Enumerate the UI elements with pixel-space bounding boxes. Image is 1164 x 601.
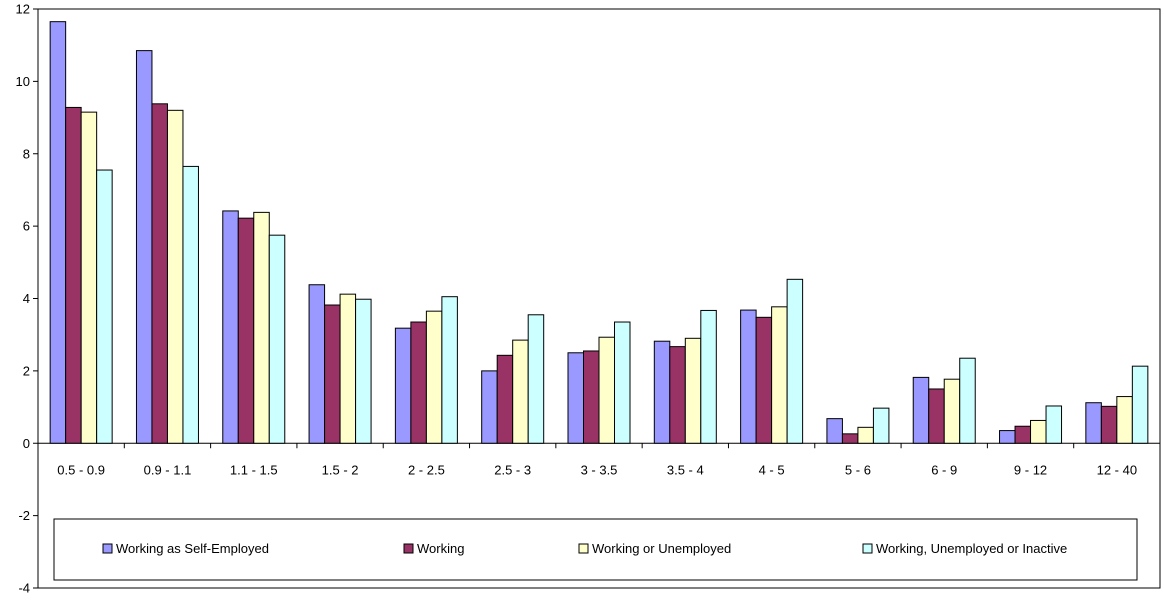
bar-series-1 [308,284,326,444]
bar-series-3 [512,339,529,444]
y-tick-label: 12 [16,2,30,17]
bar-series-4 [614,321,631,444]
y-tick-label: 10 [16,74,30,89]
y-tick-label: 4 [23,291,30,306]
bar-series-4 [527,314,545,444]
x-tick-label: 3 - 3.5 [581,462,618,477]
legend-label-4: Working, Unemployed or Inactive [876,541,1067,556]
bar-series-2 [65,106,82,444]
legend-swatch-2 [403,543,414,554]
bars-group [49,21,1149,444]
bar-series-4 [1045,405,1063,444]
legend-swatch-4 [862,543,873,554]
x-tick-label: 4 - 5 [759,462,785,477]
x-tick-label: 2 - 2.5 [408,462,445,477]
legend-label-2: Working [417,541,464,556]
bar-series-2 [410,321,427,444]
legend-swatch-1 [102,543,113,554]
x-tick-label: 0.9 - 1.1 [144,462,192,477]
bar-series-4 [355,298,372,444]
bar-series-4 [441,296,458,444]
x-tick-label: 5 - 6 [845,462,871,477]
plot-area [37,8,1161,589]
bar-series-4 [700,309,717,444]
bar-series-2 [496,354,514,444]
bar-series-3 [425,310,443,444]
bar-series-1 [49,21,67,444]
legend-swatch-3 [578,543,589,554]
y-tick-label: 0 [23,436,30,451]
bar-series-1 [653,340,671,444]
x-tick-label: 9 - 12 [1014,462,1047,477]
bar-series-4 [872,407,890,444]
bar-series-2 [1014,425,1032,444]
bar-series-3 [253,211,270,444]
legend: Working as Self-Employed Working Working o… [53,518,1138,581]
legend-box [53,518,1138,581]
y-tick-label: 6 [23,219,30,234]
bar-series-4 [786,278,804,444]
bar-series-3 [598,336,615,444]
bar-series-2 [324,304,341,444]
bar-series-3 [1116,396,1133,444]
bar-series-2 [237,217,255,444]
x-tick-label: 1.1 - 1.5 [230,462,278,477]
bar-series-3 [943,378,961,444]
y-tick-label: 2 [23,363,30,378]
bar-series-2 [841,433,859,444]
bar-series-2 [669,346,686,444]
bar-series-3 [771,306,788,444]
bar-series-2 [1100,405,1118,444]
bar-series-1 [999,430,1016,444]
legend-label-3: Working or Unemployed [592,541,731,556]
y-tick-label: -4 [18,581,30,596]
bar-series-1 [826,418,843,444]
bar-series-1 [567,352,584,444]
bar-series-3 [1030,419,1047,444]
bar-series-1 [481,370,498,444]
bar-series-4 [959,357,976,444]
bar-series-1 [394,327,412,444]
y-axis: -4 -2 0 2 4 6 8 10 12 [16,2,38,596]
bar-series-2 [151,103,168,444]
x-tick-label: 1.5 - 2 [322,462,359,477]
bar-series-4 [268,234,286,444]
bar-series-1 [1085,402,1102,444]
y-tick-label: 8 [23,146,30,161]
bar-series-3 [80,111,98,444]
y-tick-label: -2 [18,508,30,523]
bar-series-1 [222,210,239,444]
x-axis: 0.5 - 0.9 0.9 - 1.1 1.1 - 1.5 1.5 - 2 2 - 2.… [37,442,1161,477]
bar-series-1 [135,50,153,444]
bar-series-3 [339,293,357,444]
bar-series-3 [857,426,874,444]
x-tick-label: 3.5 - 4 [667,462,704,477]
x-tick-label: 12 - 40 [1097,462,1137,477]
bar-series-3 [166,109,184,444]
bar-series-4 [182,165,199,444]
x-tick-label: 2.5 - 3 [494,462,531,477]
bar-series-2 [755,316,773,444]
legend-label-1: Working as Self-Employed [116,541,269,556]
bar-series-2 [928,388,945,444]
x-tick-label: 0.5 - 0.9 [57,462,105,477]
bar-series-3 [684,337,702,444]
bar-series-1 [740,309,757,444]
bar-series-4 [96,169,113,444]
bar-series-1 [912,376,930,444]
bar-series-4 [1131,365,1149,444]
x-tick-label: 6 - 9 [931,462,957,477]
bar-series-2 [583,350,600,444]
